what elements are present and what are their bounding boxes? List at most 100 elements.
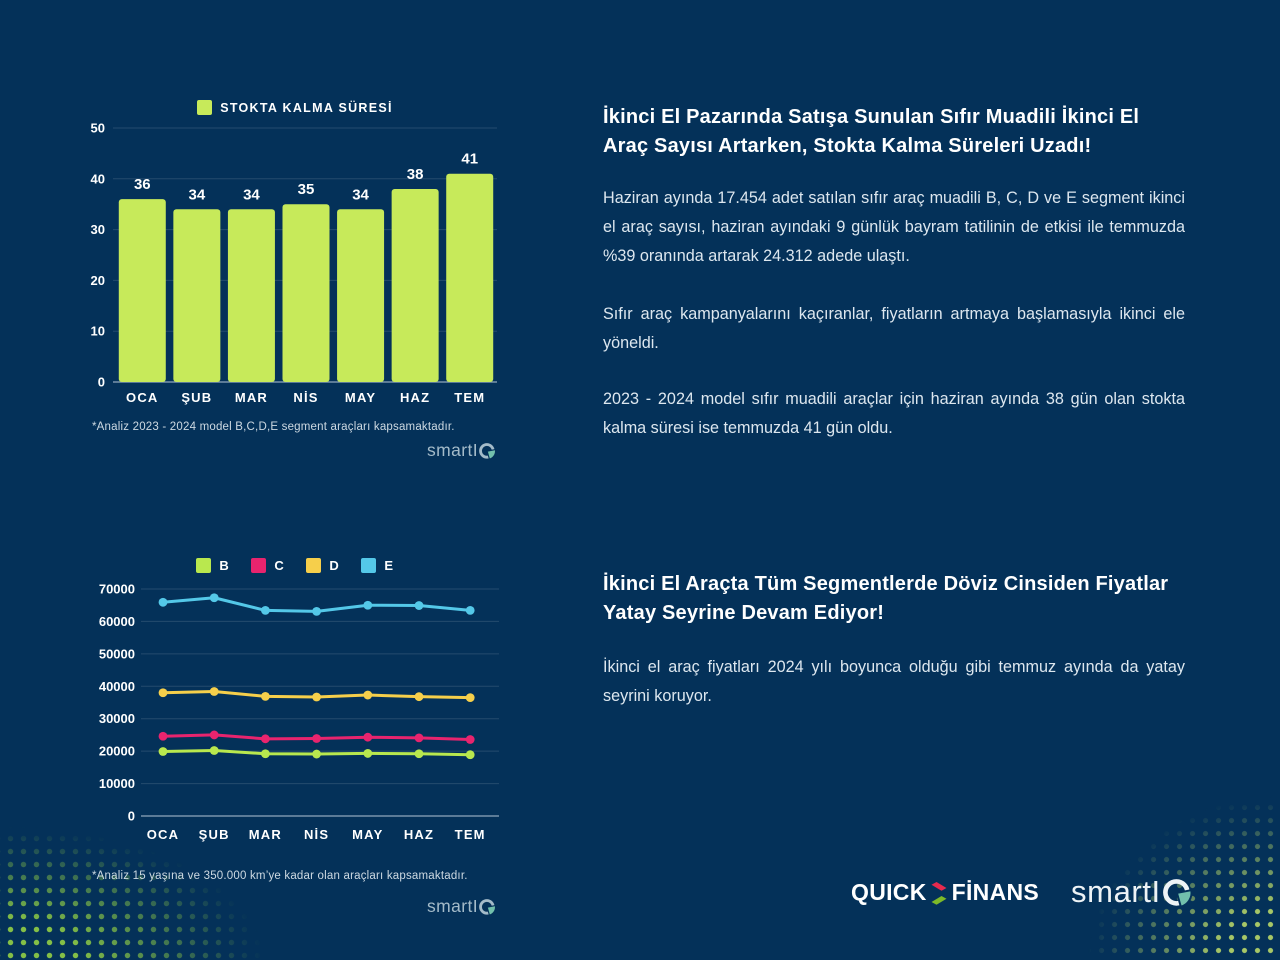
data-point-D-NİS <box>312 692 321 702</box>
data-point-B-MAR <box>261 749 270 759</box>
data-point-D-TEM <box>465 693 475 703</box>
legend-swatch-green <box>197 100 213 115</box>
data-point-E-ŞUB <box>209 593 219 603</box>
chart-text: 50000 <box>99 646 135 661</box>
data-point-C-MAR <box>261 734 270 744</box>
smartiq-q-icon <box>479 443 497 460</box>
legend-item-d: D <box>306 558 339 573</box>
chart-text: 20 <box>91 273 105 288</box>
chart-text: MAR <box>249 827 282 842</box>
smartiq-logo-text: smartI <box>1071 874 1161 909</box>
data-point-D-MAR <box>261 691 270 701</box>
data-point-C-ŞUB <box>209 730 219 740</box>
chart-text: HAZ <box>400 390 430 405</box>
paragraph-sales-growth: Haziran ayında 17.454 adet satılan sıfır… <box>603 189 1185 265</box>
bar-NİS <box>282 204 330 382</box>
chart-text: 20000 <box>99 744 135 759</box>
bar-ŞUB <box>173 209 221 382</box>
data-point-E-MAY <box>363 600 373 610</box>
chart-text: 34 <box>352 186 369 203</box>
paragraph-stock-days: 2023 - 2024 model sıfır muadili araçlar … <box>603 390 1185 438</box>
bar-chart-legend-label: STOKTA KALMA SÜRESİ <box>220 100 393 115</box>
legend-swatch-e <box>361 558 377 573</box>
data-point-E-HAZ <box>414 601 424 610</box>
chart-text: 10 <box>91 324 105 339</box>
section-title-stock-duration: İkinci El Pazarında Satışa Sunulan Sıfır… <box>603 106 1140 157</box>
chart-text: 41 <box>461 151 478 168</box>
halftone-dots-bottom-right <box>1040 770 1280 960</box>
data-point-C-OCA <box>158 731 168 741</box>
data-point-E-MAR <box>261 606 270 615</box>
chart-text: ŞUB <box>181 390 212 405</box>
chart-text: OCA <box>126 390 158 405</box>
data-point-C-NİS <box>312 734 321 743</box>
chart-text: 34 <box>243 186 260 203</box>
data-point-E-NİS <box>312 606 321 616</box>
chart-text: MAY <box>352 827 383 842</box>
chart-text: 50 <box>91 121 105 136</box>
data-point-C-MAY <box>363 732 373 742</box>
data-point-B-MAY <box>363 749 373 758</box>
quick-finans-finans-text: FİNANS <box>951 878 1040 905</box>
quick-finans-chevron-icon <box>931 881 947 905</box>
quick-finans-quick-text: QUICK <box>851 878 927 905</box>
chart-text: 60000 <box>99 614 135 629</box>
chart-text: 40000 <box>99 679 135 694</box>
data-point-E-TEM <box>465 606 475 615</box>
smartiq-q-icon <box>479 899 497 916</box>
chart-text: 10000 <box>99 776 135 791</box>
legend-swatch-c <box>251 558 267 573</box>
chart-text: ŞUB <box>199 827 230 842</box>
chart-text: MAR <box>235 390 268 405</box>
chart-text: 34 <box>189 186 206 203</box>
section-title-prices-flat: İkinci El Araçta Tüm Segmentlerde Döviz … <box>603 573 1169 624</box>
data-point-D-HAZ <box>414 692 424 702</box>
data-point-B-NİS <box>312 749 321 759</box>
bar-chart-legend: STOKTA KALMA SÜRESİ <box>85 100 505 115</box>
smartiq-logo-text: smartI <box>426 440 478 460</box>
chart-text: 70000 <box>99 582 135 597</box>
bar-MAR <box>227 209 275 382</box>
legend-item-b: B <box>196 558 229 573</box>
data-point-D-ŞUB <box>209 687 219 696</box>
segment-price-line-chart: 0 10000 20000 30000 40000 50000 60000 70000 OCA Ş… <box>99 582 499 842</box>
data-point-B-OCA <box>158 747 168 756</box>
legend-item-e: E <box>361 558 393 573</box>
chart-text: HAZ <box>404 827 434 842</box>
chart-text: 0 <box>98 375 105 390</box>
data-point-D-MAY <box>363 690 373 700</box>
paragraph-campaigns: Sıfır araç kampanyalarını kaçıranlar, fi… <box>603 305 1185 353</box>
chart-text: 30 <box>91 222 105 237</box>
data-point-E-OCA <box>158 597 168 607</box>
legend-swatch-b <box>196 558 212 573</box>
chart-text: MAY <box>345 390 376 405</box>
chart-text: 0 <box>128 809 135 824</box>
bar-TEM <box>446 173 494 382</box>
data-point-B-TEM <box>465 750 475 760</box>
legend-item-c: C <box>251 558 284 573</box>
bar-chart-footnote: *Analiz 2023 - 2024 model B,C,D,E segmen… <box>92 421 455 433</box>
chart-text: TEM <box>455 827 486 842</box>
line-chart-footnote: *Analiz 15 yaşına ve 350.000 km’ye kadar… <box>92 870 468 882</box>
smartiq-logo-text: smartI <box>426 896 478 916</box>
quick-finans-logo: QUICK FİNANS <box>851 879 1039 906</box>
chart-text: NİS <box>304 827 329 842</box>
data-point-C-TEM <box>465 735 475 744</box>
brand-row: QUICK FİNANS smartI <box>851 874 1194 910</box>
bar-HAZ <box>391 188 439 382</box>
chart-text: NİS <box>293 390 318 405</box>
chart-text: 35 <box>298 181 315 198</box>
smartiq-logo-large: smartI <box>1071 874 1194 910</box>
chart-text: 36 <box>134 176 151 193</box>
data-point-D-OCA <box>158 688 168 698</box>
bar-MAY <box>337 209 385 382</box>
data-point-B-ŞUB <box>209 746 219 755</box>
bar-OCA <box>118 199 166 382</box>
data-point-B-HAZ <box>414 749 424 759</box>
data-point-C-HAZ <box>414 733 424 743</box>
chart-text: TEM <box>454 390 485 405</box>
line-chart-legend: B C D E <box>85 558 505 573</box>
stock-duration-bar-chart: 0 10 20 30 40 50 36 OCA 34 ŞUB 34 MAR 35 NİS 34 MAY 38 HA… <box>91 121 497 405</box>
smartiq-logo-small-bottom: smartI <box>85 896 497 917</box>
